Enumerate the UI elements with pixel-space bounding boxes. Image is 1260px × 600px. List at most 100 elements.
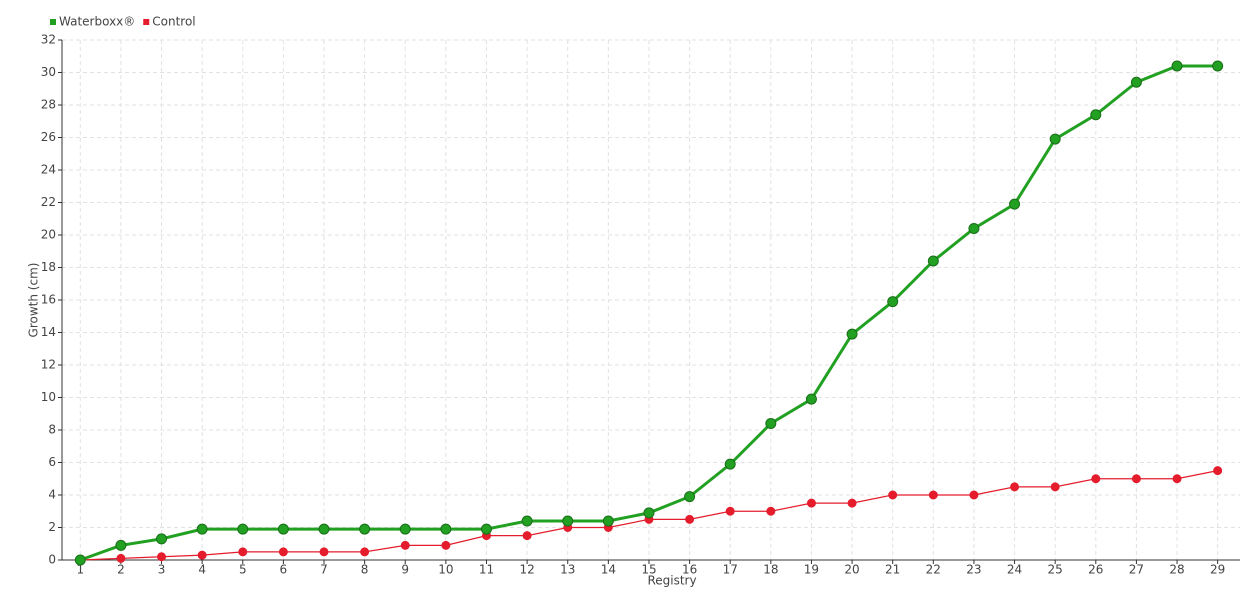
x-tick-label: 14 <box>601 563 616 577</box>
legend-label: Waterboxx® <box>59 15 135 29</box>
y-tick-label: 16 <box>41 293 56 307</box>
y-tick-label: 10 <box>41 390 56 404</box>
y-tick-label: 26 <box>41 130 56 144</box>
point <box>724 458 736 470</box>
point <box>765 418 777 429</box>
x-tick-label: 15 <box>641 563 656 577</box>
point <box>116 553 126 563</box>
x-tick-label: 1 <box>76 563 84 577</box>
y-tick-label: 4 <box>48 488 56 502</box>
point <box>318 523 330 535</box>
x-tick-label: 20 <box>844 563 859 577</box>
point <box>1212 60 1224 72</box>
x-tick-label: 11 <box>479 563 494 577</box>
x-tick-label: 27 <box>1129 563 1144 577</box>
point <box>1009 198 1021 210</box>
y-tick-label: 6 <box>48 455 56 469</box>
point <box>440 523 452 535</box>
y-tick-label: 28 <box>41 98 56 112</box>
x-tick-label: 28 <box>1169 563 1184 577</box>
x-tick-label: 3 <box>158 563 166 577</box>
x-tick-label: 6 <box>280 563 288 577</box>
point <box>766 506 776 516</box>
point <box>1131 474 1141 484</box>
y-tick-label: 32 <box>41 33 56 47</box>
y-tick-label: 22 <box>41 195 56 209</box>
point <box>805 393 817 405</box>
x-tick-label: 29 <box>1210 563 1225 577</box>
y-tick-label: 30 <box>41 65 56 79</box>
point <box>602 515 614 527</box>
point <box>359 523 371 535</box>
y-tick-label: 12 <box>41 358 56 372</box>
point <box>115 539 127 551</box>
x-tick-label: 19 <box>804 563 819 577</box>
point <box>927 255 939 267</box>
legend-swatch <box>143 19 150 25</box>
point <box>1091 474 1101 484</box>
point <box>684 491 696 503</box>
point <box>74 554 86 566</box>
x-tick-label: 24 <box>1007 563 1022 577</box>
point <box>1130 76 1142 88</box>
x-tick-label: 2 <box>117 563 125 577</box>
point <box>277 523 289 535</box>
point <box>197 550 207 560</box>
point <box>1213 466 1223 476</box>
point <box>156 533 168 545</box>
x-tick-label: 18 <box>763 563 778 577</box>
point <box>399 523 411 535</box>
point <box>400 540 410 550</box>
y-axis-label: Growth (cm) <box>27 263 41 338</box>
point <box>643 507 655 519</box>
point <box>1090 109 1102 121</box>
x-tick-label: 25 <box>1048 563 1063 577</box>
x-tick-label: 16 <box>682 563 697 577</box>
point <box>562 515 574 527</box>
point <box>522 531 532 541</box>
point <box>1050 482 1060 492</box>
point <box>441 540 451 550</box>
point <box>968 223 980 234</box>
x-tick-label: 8 <box>361 563 369 577</box>
point <box>888 490 898 500</box>
point <box>278 547 288 557</box>
x-tick-label: 12 <box>519 563 534 577</box>
point <box>928 490 938 500</box>
x-tick-label: 21 <box>885 563 900 577</box>
x-tick-label: 17 <box>723 563 738 577</box>
point <box>196 523 208 535</box>
point <box>969 490 979 500</box>
point <box>847 498 857 508</box>
y-tick-label: 2 <box>48 520 56 534</box>
legend-swatch <box>50 19 56 25</box>
x-tick-label: 4 <box>198 563 206 577</box>
y-tick-label: 18 <box>41 260 56 274</box>
point <box>360 547 370 557</box>
x-axis-label: Registry <box>647 574 696 588</box>
x-tick-label: 22 <box>926 563 941 577</box>
point <box>1172 474 1182 484</box>
legend-label: Control <box>152 15 195 29</box>
x-tick-label: 26 <box>1088 563 1103 577</box>
x-tick-label: 9 <box>401 563 409 577</box>
point <box>238 547 248 557</box>
point <box>806 498 816 508</box>
point <box>1049 133 1061 145</box>
y-tick-label: 0 <box>48 553 56 567</box>
point <box>887 296 899 308</box>
point <box>319 547 329 557</box>
y-tick-label: 24 <box>41 163 56 177</box>
x-tick-label: 10 <box>438 563 453 577</box>
point <box>846 328 858 340</box>
x-tick-label: 5 <box>239 563 247 577</box>
point <box>725 506 735 516</box>
point <box>521 515 533 527</box>
point <box>1010 482 1020 492</box>
point <box>157 552 167 562</box>
point <box>480 523 492 535</box>
x-tick-label: 7 <box>320 563 328 577</box>
point <box>685 514 695 524</box>
point <box>1171 60 1183 72</box>
